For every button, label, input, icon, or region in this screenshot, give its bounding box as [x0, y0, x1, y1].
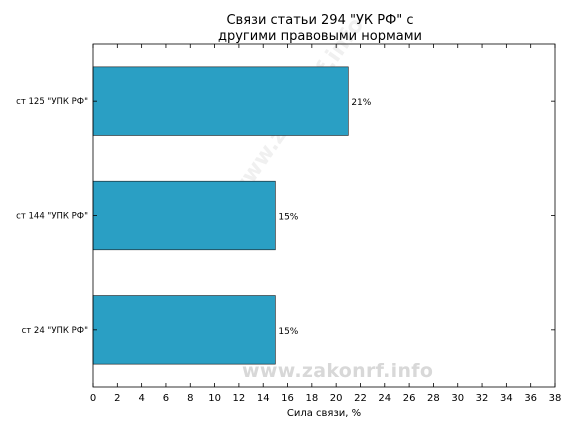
bar: [92, 295, 276, 365]
x-tick-label: 32: [476, 393, 489, 404]
y-tick-label: ст 24 "УПК РФ": [22, 326, 89, 336]
x-tick-label: 24: [378, 393, 391, 404]
bar-value-label: 21%: [351, 98, 371, 108]
y-tick-label: ст 125 "УПК РФ": [16, 97, 88, 107]
x-tick-label: 34: [500, 393, 513, 404]
chart-title-line: Связи статьи 294 "УК РФ" с: [226, 13, 413, 28]
x-tick-label: 4: [138, 393, 144, 404]
plot-frame: [92, 43, 556, 388]
bar: [92, 180, 276, 251]
x-tick-label: 36: [524, 393, 537, 404]
x-tick-label: 26: [403, 393, 416, 404]
bar-value-label: 15%: [278, 327, 298, 337]
chart-title-line: другими правовыми нормами: [218, 29, 422, 44]
y-tick-label: ст 144 "УПК РФ": [16, 212, 88, 222]
x-tick-label: 2: [114, 393, 120, 404]
x-tick-label: 16: [281, 393, 294, 404]
x-tick-label: 8: [187, 393, 193, 404]
x-tick-label: 14: [257, 393, 270, 404]
x-tick-label: 22: [354, 393, 367, 404]
x-tick-label: 18: [305, 393, 318, 404]
bar: [92, 66, 349, 136]
x-tick-label: 38: [549, 393, 562, 404]
x-tick-label: 12: [233, 393, 246, 404]
x-tick-label: 30: [451, 393, 464, 404]
x-tick-label: 10: [208, 393, 221, 404]
watermark-url: www.zakonrf.info: [242, 360, 434, 382]
x-axis-label: Сила связи, %: [287, 408, 361, 419]
x-tick-label: 0: [90, 393, 96, 404]
x-tick-label: 28: [427, 393, 440, 404]
bar-value-label: 15%: [278, 213, 298, 223]
x-tick-label: 20: [330, 393, 343, 404]
x-tick-label: 6: [163, 393, 169, 404]
